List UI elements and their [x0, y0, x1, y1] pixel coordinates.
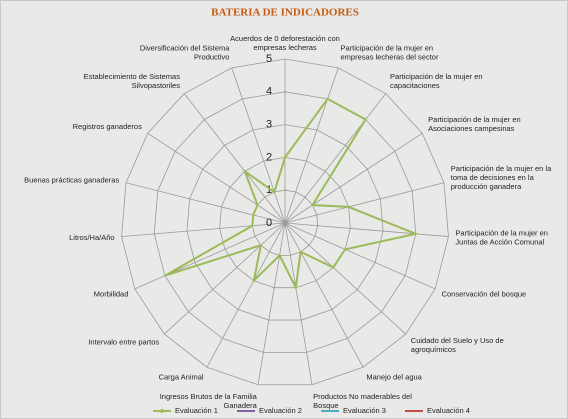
- spoke: [284, 182, 445, 224]
- category-label: Establecimiento de Sistemas Silvopastori…: [83, 71, 180, 90]
- spoke: [284, 222, 364, 368]
- spoke: [121, 222, 286, 237]
- legend-label: Evaluación 1: [175, 406, 218, 415]
- grid-ring: [219, 156, 351, 289]
- spoke: [284, 222, 436, 290]
- spoke: [147, 132, 286, 224]
- category-label: Acuerdos de 0 deforestación con empresas…: [230, 34, 340, 52]
- legend-label: Evaluación 2: [259, 406, 302, 415]
- r-tick-label: 4: [266, 86, 272, 98]
- category-label: Registros ganaderos: [72, 122, 142, 132]
- r-tick-label: 1: [266, 184, 272, 196]
- r-tick-label: 3: [266, 119, 272, 131]
- grid-ring: [121, 58, 449, 386]
- spoke: [183, 93, 286, 224]
- category-label: Participación de la mujer en la toma de …: [450, 164, 552, 192]
- series-line: [164, 97, 420, 292]
- legend-marker: [160, 409, 164, 413]
- category-label: Participación de la mujer en Juntas de A…: [455, 228, 548, 247]
- spoke: [284, 132, 423, 224]
- category-label: Diversificación del Sistema Productivo: [139, 43, 230, 62]
- category-label: Litros/Ha/Año: [69, 232, 115, 242]
- category-label: Manejo del agua: [366, 372, 422, 382]
- spoke: [284, 222, 406, 335]
- category-label: Buenas prácticas ganaderas: [24, 175, 120, 185]
- spoke: [257, 222, 286, 385]
- category-label: Cuidado del Suelo y Uso de agroquímicos: [410, 335, 504, 354]
- spoke: [284, 67, 339, 224]
- category-label: Productos No maderables del Bosque: [313, 391, 412, 410]
- category-label: Intervalo entre partos: [88, 337, 160, 347]
- spoke: [284, 222, 449, 237]
- category-label: Participación de la mujer en empresas le…: [340, 43, 439, 62]
- r-tick-label: 5: [266, 53, 272, 65]
- grid-ring: [186, 124, 384, 321]
- spoke: [284, 222, 313, 385]
- spoke: [206, 222, 286, 368]
- legend-label: Evaluación 3: [343, 406, 386, 415]
- spoke: [284, 93, 387, 224]
- category-label: Ingresos Brutos de la Familia Ganadera: [159, 391, 257, 410]
- chart-title: BATERIA DE INDICADORES: [211, 7, 359, 19]
- r-tick-label: 0: [266, 217, 272, 229]
- grid-ring: [153, 91, 417, 353]
- category-label: Carga Animal: [158, 372, 204, 382]
- spoke: [134, 222, 286, 290]
- legend-label: Evaluación 4: [427, 406, 470, 415]
- category-label: Conservación del bosque: [441, 288, 527, 298]
- spoke: [125, 182, 286, 224]
- spoke: [231, 67, 286, 224]
- spoke: [164, 222, 286, 335]
- category-label: Morbilidad: [93, 288, 129, 298]
- category-label: Participación de la mujer en Asociacione…: [428, 115, 521, 134]
- r-tick-label: 2: [266, 151, 272, 163]
- category-label: Participación de la mujer en capacitacio…: [390, 71, 483, 90]
